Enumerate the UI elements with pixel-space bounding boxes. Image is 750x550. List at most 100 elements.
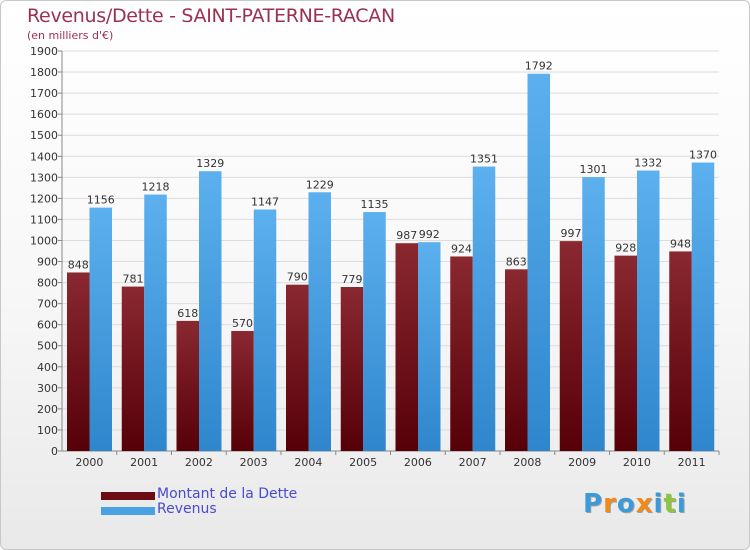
data-label-debt: 924 <box>451 242 472 255</box>
bar-debt <box>121 286 145 451</box>
data-labels: 848 1156 781 1218 618 1329 570 1147 790 1229 779 11… <box>68 60 717 330</box>
x-tick-label: 2006 <box>404 456 432 469</box>
data-label-revenus: 1229 <box>306 178 334 191</box>
logo-letter: x <box>635 489 654 519</box>
proxiti-logo: Proxiti <box>583 489 687 519</box>
bar-revenus <box>418 242 441 451</box>
x-tick-label: 2005 <box>349 456 377 469</box>
logo-letter: P <box>583 489 604 519</box>
data-label-debt: 987 <box>396 229 417 242</box>
y-tick-labels: 0 100 200 300 400 500 600 700 800 900 1000 1100 1200… <box>30 45 58 458</box>
bar-revenus <box>527 73 550 451</box>
data-label-debt: 848 <box>68 258 89 271</box>
bar-revenus <box>363 212 386 451</box>
bar-revenus <box>308 192 331 451</box>
y-tick-label: 400 <box>37 361 58 374</box>
bar-debt <box>505 269 528 451</box>
data-label-debt: 781 <box>123 273 144 286</box>
y-tick-label: 900 <box>37 256 58 269</box>
logo-letter: o <box>616 489 636 519</box>
y-tick-label: 1300 <box>30 171 58 184</box>
x-tick-label: 2003 <box>240 456 268 469</box>
y-tick-label: 1500 <box>30 129 58 142</box>
bar-debt <box>559 241 583 451</box>
data-label-revenus: 1218 <box>142 181 170 194</box>
data-label-revenus: 1332 <box>634 157 662 170</box>
x-tick-label: 2004 <box>294 456 322 469</box>
data-label-revenus: 1147 <box>251 196 279 209</box>
y-tick-label: 500 <box>37 340 58 353</box>
bars <box>67 73 715 452</box>
bar-debt <box>450 256 473 451</box>
x-tick-label: 2002 <box>185 456 213 469</box>
y-tick-label: 1000 <box>30 234 58 247</box>
x-tick-label: 2000 <box>75 456 103 469</box>
logo-letter: t <box>663 489 677 519</box>
bar-revenus <box>582 177 605 451</box>
chart-subtitle: (en milliers d'€) <box>27 29 114 42</box>
bar-revenus <box>199 171 222 452</box>
data-label-revenus: 1135 <box>361 198 389 211</box>
bar-debt <box>614 255 637 451</box>
data-label-revenus: 1156 <box>87 194 115 207</box>
y-tick-label: 1800 <box>30 66 58 79</box>
bar-debt <box>669 251 692 451</box>
legend-label-revenus: Revenus <box>157 501 217 517</box>
y-tick-label: 700 <box>37 298 58 311</box>
y-tick-label: 1700 <box>30 87 58 100</box>
x-tick-label: 2007 <box>459 456 487 469</box>
bar-revenus <box>472 166 496 451</box>
data-label-revenus: 1329 <box>196 157 224 170</box>
bar-revenus <box>144 194 167 451</box>
logo-letter: i <box>676 489 687 519</box>
bar-debt <box>176 320 199 451</box>
x-tick-label: 2008 <box>513 456 541 469</box>
x-tick-label: 2001 <box>130 456 158 469</box>
data-label-revenus: 992 <box>419 228 440 241</box>
chart-title: Revenus/Dette - SAINT-PATERNE-RACAN <box>27 5 395 27</box>
grid-lines <box>62 50 719 452</box>
data-label-debt: 618 <box>177 307 198 320</box>
y-tick-label: 600 <box>37 319 58 332</box>
logo-letter: r <box>603 489 617 519</box>
data-label-revenus: 1370 <box>689 149 717 162</box>
bar-debt <box>286 284 309 451</box>
data-label-debt: 790 <box>287 271 308 284</box>
bar-revenus <box>253 209 277 451</box>
bar-debt <box>67 272 90 451</box>
x-tick-label: 2010 <box>623 456 651 469</box>
y-tick-label: 1100 <box>30 213 58 226</box>
data-label-revenus: 1301 <box>580 163 608 176</box>
data-label-debt: 863 <box>506 255 527 268</box>
bar-debt <box>340 287 364 451</box>
y-tick-label: 200 <box>37 403 58 416</box>
legend-swatch-debt <box>101 492 155 500</box>
x-tick-label: 2011 <box>678 456 706 469</box>
bar-debt <box>395 243 418 451</box>
bar-revenus <box>89 207 112 451</box>
bar-revenus <box>637 170 660 451</box>
data-label-debt: 928 <box>615 242 636 255</box>
axes <box>58 50 720 455</box>
y-tick-label: 300 <box>37 382 58 395</box>
y-tick-label: 1200 <box>30 192 58 205</box>
bar-debt <box>231 331 254 451</box>
y-tick-label: 1400 <box>30 150 58 163</box>
legend-label-debt: Montant de la Dette <box>157 486 298 502</box>
logo-letter: i <box>653 489 664 519</box>
y-tick-label: 100 <box>37 424 58 437</box>
y-tick-label: 800 <box>37 277 58 290</box>
y-tick-label: 1600 <box>30 108 58 121</box>
data-label-debt: 948 <box>670 237 691 250</box>
data-label-revenus: 1792 <box>525 60 553 73</box>
y-tick-label: 0 <box>51 445 58 458</box>
data-label-debt: 779 <box>342 273 363 286</box>
data-label-revenus: 1351 <box>470 153 498 166</box>
x-tick-labels: 2000 2001 2002 2003 2004 2005 2006 2007 2008 2009… <box>75 456 705 469</box>
x-tick-label: 2009 <box>568 456 596 469</box>
y-tick-label: 1900 <box>30 45 58 58</box>
data-label-debt: 997 <box>561 227 582 240</box>
legend-swatch-revenus <box>101 507 155 515</box>
